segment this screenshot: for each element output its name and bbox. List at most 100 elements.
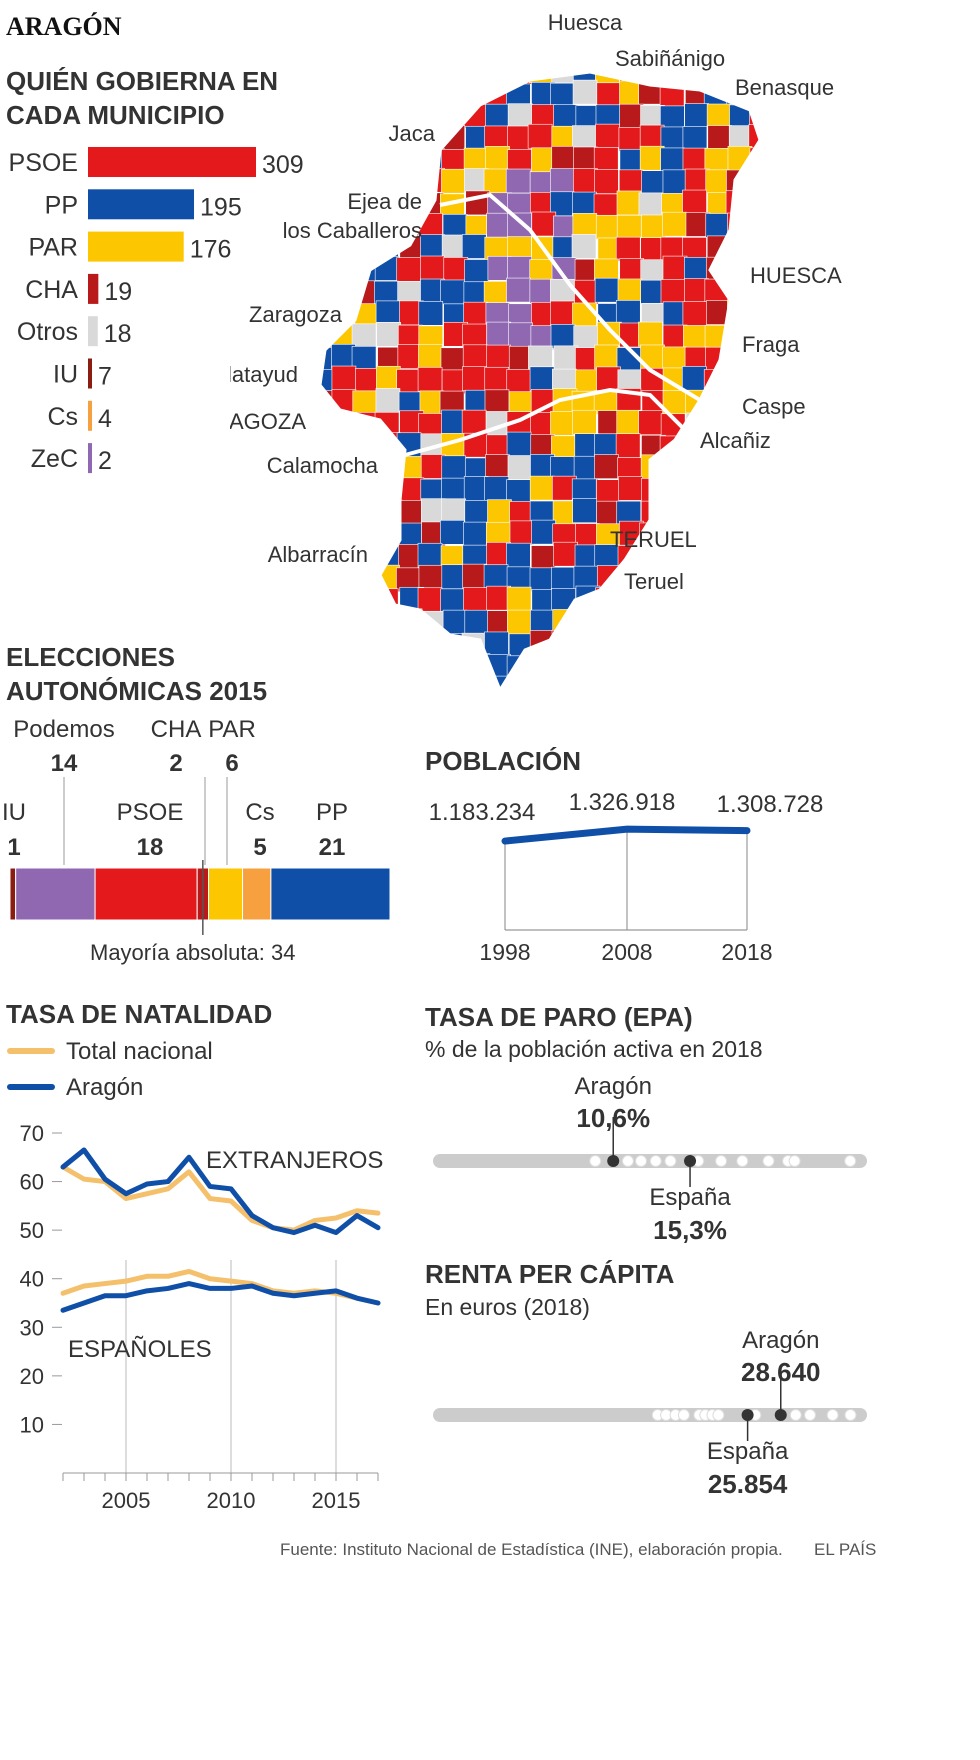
map-label: Ejea de — [347, 189, 422, 214]
municipality — [461, 234, 487, 259]
municipality — [550, 411, 575, 436]
municipality — [331, 344, 356, 369]
municipality — [507, 212, 532, 238]
municipality — [662, 499, 688, 524]
municipality — [320, 655, 335, 681]
municipality — [329, 585, 355, 611]
x-tick-label: 2018 — [721, 939, 772, 965]
municipality — [684, 257, 709, 282]
municipios-title: QUIÉN GOBIERNA EN CADA MUNICIPIO — [6, 64, 278, 132]
municipality — [355, 519, 380, 545]
municipality — [551, 146, 577, 171]
municipality — [354, 674, 380, 690]
municipality — [640, 500, 666, 526]
municipality — [485, 82, 510, 107]
municipality — [506, 586, 532, 612]
municipality — [354, 696, 378, 700]
natalidad-title: TASA DE NATALIDAD — [6, 999, 273, 1029]
municipality — [376, 321, 401, 347]
municipality — [771, 367, 795, 391]
municipality — [594, 697, 618, 700]
municipality — [373, 655, 399, 680]
bar — [88, 273, 99, 304]
municipality — [374, 675, 399, 690]
municipality — [331, 259, 357, 284]
municipality — [725, 190, 751, 216]
municipality — [639, 124, 665, 150]
map-label: Jaca — [389, 121, 436, 146]
municipality — [420, 255, 445, 281]
municipality — [398, 147, 423, 172]
bar — [88, 400, 92, 431]
municipality — [618, 476, 643, 501]
municipality — [771, 434, 795, 458]
municipality — [748, 544, 760, 570]
municipality — [727, 278, 753, 304]
bar-value-label: 176 — [190, 236, 232, 264]
municipality — [772, 542, 796, 566]
segment-value: 5 — [253, 834, 266, 861]
municipality — [529, 475, 555, 501]
municipality — [728, 633, 753, 658]
bar — [88, 189, 195, 220]
segment-label: PP — [316, 799, 348, 826]
bar-category-label: CHA — [25, 276, 78, 304]
legend-label: Aragón — [66, 1074, 143, 1101]
bar-category-label: ZeC — [31, 445, 78, 473]
municipality — [641, 170, 666, 195]
municipality — [464, 673, 490, 690]
municipality — [529, 567, 555, 593]
bar — [88, 231, 184, 262]
municipality — [773, 477, 797, 501]
municipality — [487, 499, 512, 524]
municipality — [774, 523, 798, 547]
municipality — [418, 654, 444, 680]
municipality — [506, 369, 532, 394]
municipality — [320, 565, 334, 590]
region-dot — [826, 1409, 839, 1421]
municipality — [550, 300, 575, 326]
municipality — [747, 566, 760, 592]
municipality — [772, 146, 796, 170]
municipality — [728, 234, 754, 259]
municipality — [727, 587, 753, 612]
region-dot — [621, 1155, 634, 1167]
municipality — [320, 124, 333, 150]
municipality — [550, 324, 576, 349]
municipality — [551, 588, 576, 613]
bar — [88, 443, 92, 474]
municipality — [465, 72, 491, 87]
municipality — [443, 696, 467, 700]
municipality — [484, 476, 509, 501]
municipality — [551, 435, 576, 461]
municipality — [684, 698, 708, 700]
municipality — [397, 500, 423, 525]
municipality — [484, 631, 509, 657]
municipality — [748, 521, 760, 547]
municipality — [773, 103, 797, 127]
municipality — [484, 125, 509, 151]
municipality — [575, 523, 600, 548]
municipality — [463, 587, 488, 612]
municipality — [332, 80, 358, 105]
aragon-value: 10,6% — [576, 1103, 650, 1133]
municipality — [417, 367, 443, 392]
municipality — [441, 82, 466, 108]
municipality — [727, 611, 753, 636]
municipality — [572, 79, 598, 105]
municipality — [595, 123, 620, 149]
municipality — [572, 409, 597, 435]
municipality — [462, 344, 488, 370]
municipality — [397, 633, 423, 659]
paro-dot-chart: Aragón 10,6% España 15,3% — [433, 1073, 867, 1245]
municipality — [728, 544, 754, 570]
municipality — [573, 455, 599, 481]
municipality — [331, 674, 357, 690]
municipality — [420, 72, 445, 83]
municipality — [640, 653, 666, 679]
bar-value-label: 19 — [104, 278, 132, 306]
municipality — [552, 655, 577, 681]
municipality — [330, 477, 355, 503]
map-label: ZARAGOZA — [230, 409, 306, 434]
municipality — [527, 123, 553, 149]
